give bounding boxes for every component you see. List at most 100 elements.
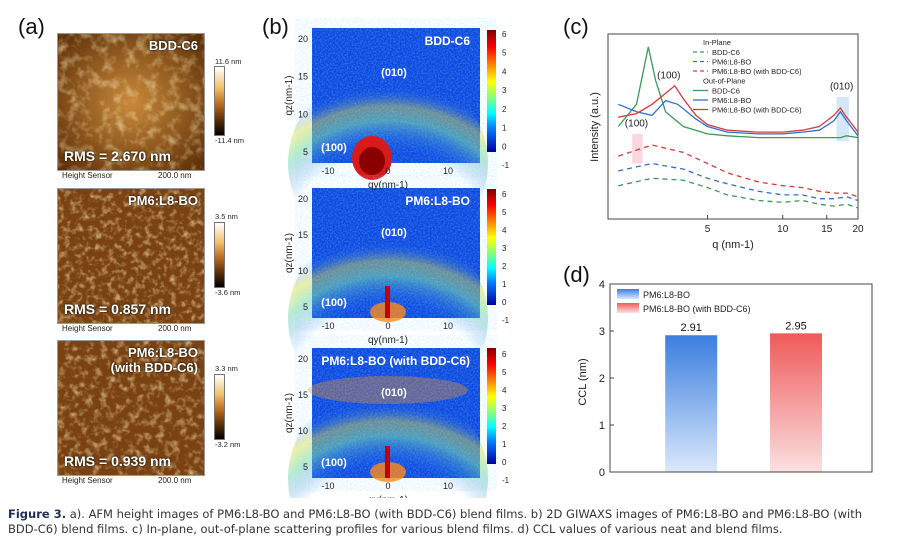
legend-header: Out-of-Plane <box>703 77 746 86</box>
peak-highlight <box>836 96 849 142</box>
panel-label-c: (c) <box>563 14 589 39</box>
qz-tick-label: 5 <box>303 147 308 157</box>
qz-axis-label: qz(nm-1) <box>284 233 295 273</box>
afm-image-bdd-c6: BDD-C6 RMS = 2.670 nm <box>57 33 205 171</box>
qy-tick-label: -10 <box>321 481 334 491</box>
x-axis-label: q (nm-1) <box>712 239 754 251</box>
series-line-in-plane-pm6-l8-bo <box>618 162 859 202</box>
qy-tick-label: 0 <box>385 166 390 176</box>
legend-swatch <box>617 303 639 313</box>
legend-entry: PM6:L8-BO (with BDD-C6) <box>712 67 802 76</box>
cbar-tick-label: -1 <box>502 161 510 170</box>
y-tick-label: 4 <box>599 279 605 291</box>
legend-header: In-Plane <box>703 38 731 47</box>
afm-texture <box>58 341 204 475</box>
afm-scale-label: 200.0 nm <box>158 324 192 333</box>
x-tick-label: 15 <box>821 224 833 235</box>
qz-tick-label: 10 <box>298 266 308 276</box>
afm-rms: RMS = 0.939 nm <box>64 453 171 469</box>
giwaxs-colorbar <box>487 30 496 152</box>
afm-cbar-max: 3.5 nm <box>215 212 238 221</box>
bar-value-label: 2.91 <box>681 322 702 334</box>
series-line-out-of-plane-pm6-l8-bo-with-bdd-c6- <box>618 84 859 133</box>
afm-rms: RMS = 0.857 nm <box>64 301 171 317</box>
cbar-tick-label: 1 <box>502 280 507 289</box>
legend-entry: PM6:L8-BO <box>712 58 751 67</box>
afm-image-pm6-l8-bo: PM6:L8-BO RMS = 0.857 nm <box>57 188 205 324</box>
afm-title: PM6:L8-BO (with BDD-C6) <box>110 345 198 375</box>
x-tick-label: 20 <box>852 224 864 235</box>
qy-tick-label: 0 <box>385 321 390 331</box>
giwaxs-colorbar <box>487 348 496 464</box>
panel-label-d: (d) <box>563 262 590 287</box>
caption-text: a). AFM height images of PM6:L8-BO and P… <box>8 507 862 536</box>
x-tick-label: 5 <box>705 224 711 235</box>
cbar-tick-label: 2 <box>502 262 507 271</box>
afm-colorbar <box>214 66 225 136</box>
legend-entry: BDD-C6 <box>712 87 740 96</box>
figure-caption: Figure 3. a). AFM height images of PM6:L… <box>8 507 892 537</box>
cbar-tick-label: 0 <box>502 142 507 151</box>
cbar-tick-label: 4 <box>502 226 507 235</box>
plot-frame <box>607 33 859 220</box>
panel-label-b: (b) <box>262 14 289 39</box>
peak-label-100: (100) <box>321 142 347 154</box>
cbar-tick-label: 3 <box>502 86 507 95</box>
afm-sensor-label: Height Sensor <box>62 476 113 485</box>
y-tick-label: 3 <box>599 326 605 338</box>
qy-axis-label: qy(nm-1) <box>368 180 408 191</box>
cbar-tick-label: 1 <box>502 440 507 449</box>
peak-highlight <box>632 133 643 164</box>
cbar-tick-label: 6 <box>502 350 507 359</box>
giwaxs-title: BDD-C6 <box>425 34 471 48</box>
cbar-tick-label: -1 <box>502 476 510 485</box>
qy-tick-label: -10 <box>321 321 334 331</box>
peak-annotation: (100) <box>657 70 680 81</box>
legend-swatch <box>617 289 639 299</box>
afm-texture <box>58 189 204 323</box>
qy-tick-label: -10 <box>321 166 334 176</box>
cbar-tick-label: 4 <box>502 67 507 76</box>
peak-label-010: (010) <box>381 227 407 239</box>
afm-cbar-min: -3.6 nm <box>215 288 241 297</box>
legend-entry: PM6:L8-BO <box>712 96 751 105</box>
qy-tick-label: 10 <box>443 166 453 176</box>
cbar-tick-label: 0 <box>502 458 507 467</box>
series-line-out-of-plane-bdd-c6 <box>617 46 859 139</box>
cbar-tick-label: 5 <box>502 368 507 377</box>
cbar-tick-label: 1 <box>502 124 507 133</box>
peak-label-010: (010) <box>381 387 407 399</box>
afm-cbar-min: -11.4 nm <box>215 136 245 145</box>
qz-tick-label: 10 <box>298 426 308 436</box>
panel-label-a: (a) <box>18 14 45 39</box>
qz-tick-label: 20 <box>298 354 308 364</box>
qz-tick-label: 15 <box>298 390 308 400</box>
giwaxs-map-3 <box>288 348 488 498</box>
caption-label: Figure 3. <box>8 507 67 521</box>
peak-label-100: (100) <box>321 297 347 309</box>
legend-entry: PM6:L8-BO (with BDD-C6) <box>643 304 751 314</box>
series-line-in-plane-pm6-l8-bo-with-bdd-c6- <box>618 144 859 198</box>
x-tick-label: 10 <box>777 224 789 235</box>
qy-tick-label: 0 <box>385 481 390 491</box>
cbar-tick-label: 0 <box>502 298 507 307</box>
qy-axis-label: qy(nm-1) <box>368 335 408 346</box>
qz-tick-label: 20 <box>298 34 308 44</box>
peak-annotation: (010) <box>830 82 853 93</box>
cbar-tick-label: 3 <box>502 404 507 413</box>
giwaxs-title: PM6:L8-BO <box>405 194 470 208</box>
qz-tick-label: 20 <box>298 194 308 204</box>
qz-axis-label: qz(nm-1) <box>284 75 295 115</box>
qy-axis-label: qy(nm-1) <box>368 495 408 498</box>
afm-texture <box>58 34 204 170</box>
afm-colorbar <box>214 222 225 288</box>
y-tick-label: 0 <box>599 467 605 479</box>
afm-title: BDD-C6 <box>148 38 198 53</box>
bar-1 <box>665 335 718 472</box>
afm-title: PM6:L8-BO <box>127 193 198 208</box>
y-axis-label: Intensity (a.u.) <box>589 92 601 162</box>
cbar-tick-label: 3 <box>502 244 507 253</box>
cbar-tick-label: 2 <box>502 422 507 431</box>
y-tick-label: 2 <box>599 373 605 385</box>
afm-colorbar <box>214 374 225 440</box>
